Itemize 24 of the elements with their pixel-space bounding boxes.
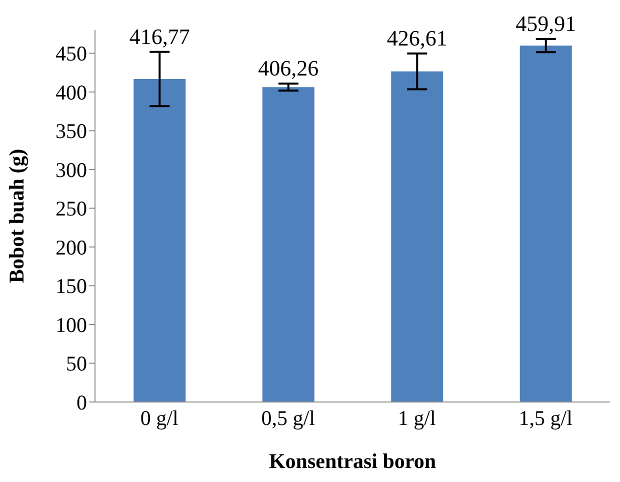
x-tick-label: 1,5 g/l [518,406,573,430]
data-label: 406,26 [258,56,319,81]
y-tick-label: 300 [56,158,87,182]
x-tick-label: 1 g/l [398,406,436,430]
x-axis-title: Konsentrasi boron [268,449,436,473]
data-label: 459,91 [516,10,576,36]
y-tick-label: 0 [76,390,87,414]
y-tick-label: 400 [56,80,87,104]
x-tick-label: 0,5 g/l [261,406,316,430]
bar [391,71,444,402]
bar [262,87,314,402]
y-tick-label: 250 [56,196,87,221]
y-tick-label: 50 [66,352,87,376]
y-tick-label: 450 [56,42,87,66]
y-tick-label: 200 [56,235,87,260]
x-tick-label: 0 g/l [140,406,178,430]
y-tick-label: 350 [56,119,87,144]
y-axis-title: Bobot buah (g) [4,148,28,284]
y-tick-label: 150 [56,274,87,298]
bar [134,79,186,402]
bar [520,46,572,402]
data-label: 426,61 [386,26,448,51]
data-label: 416,77 [129,24,190,49]
y-tick-label: 100 [56,312,87,337]
